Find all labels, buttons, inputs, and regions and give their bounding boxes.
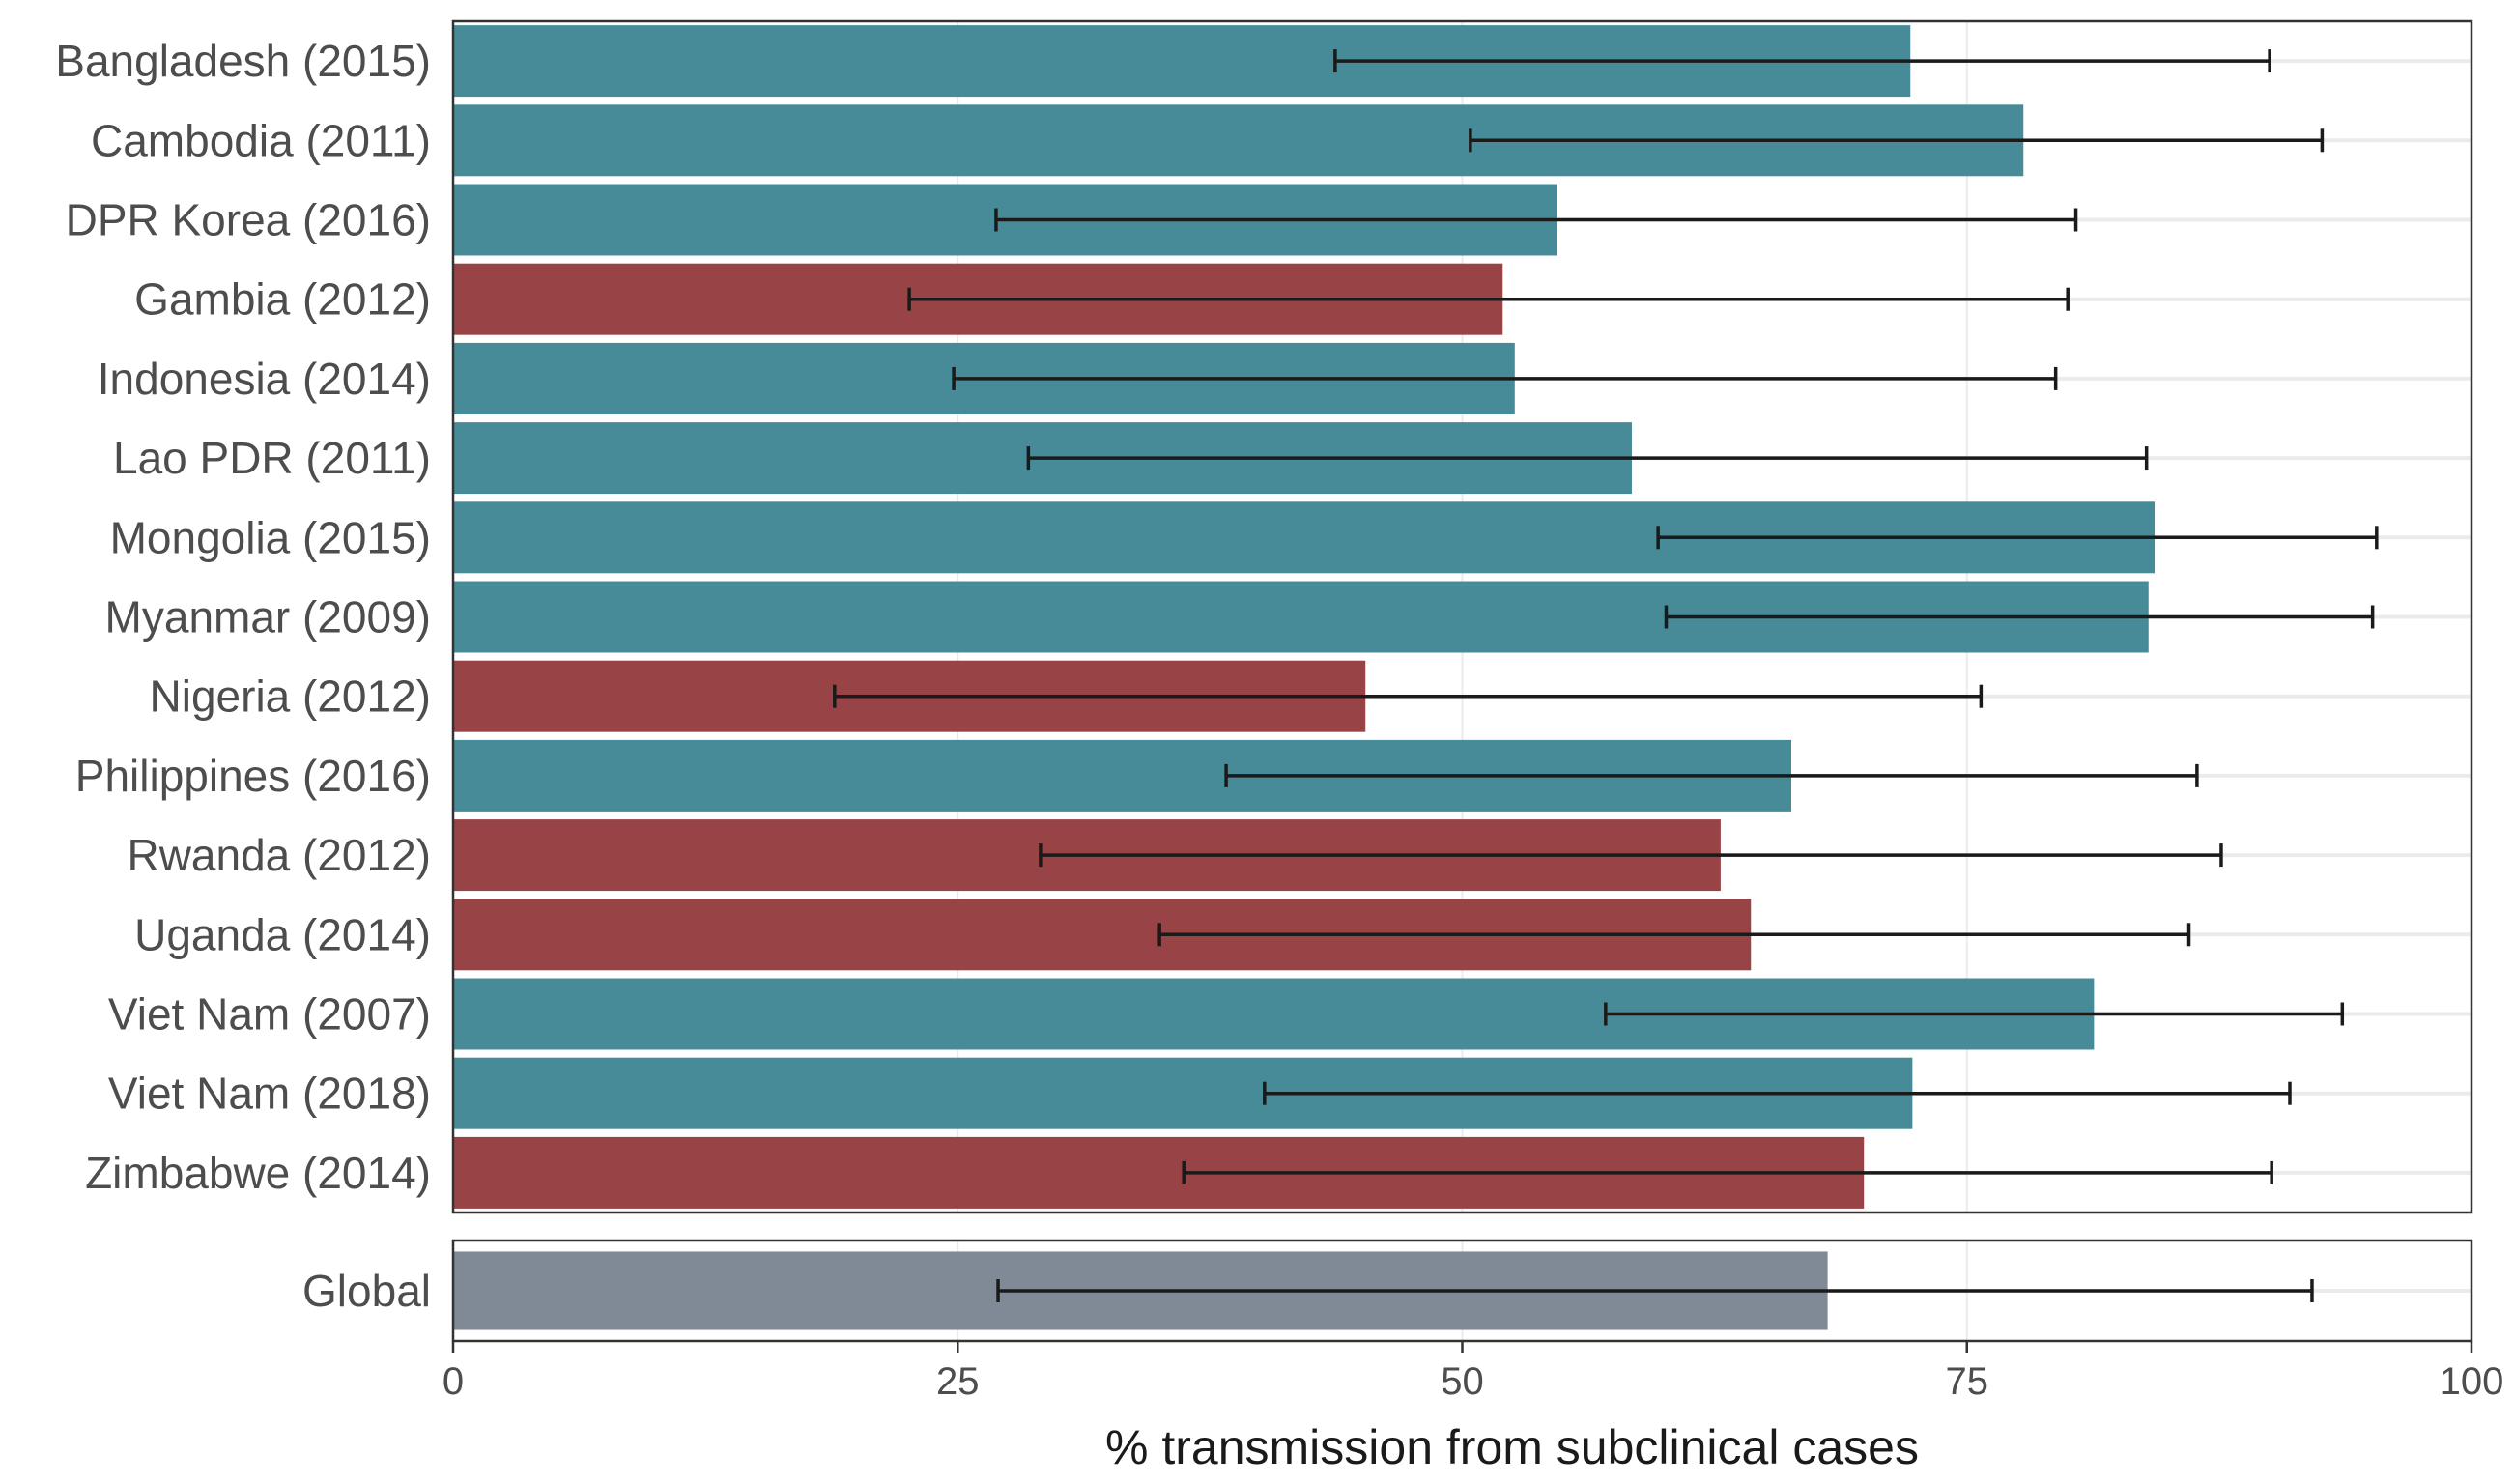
error-bar (1604, 1002, 2345, 1026)
y-tick-label: Viet Nam (2018) (108, 1069, 431, 1119)
error-bar (996, 1279, 2314, 1302)
error-bar (1664, 605, 2375, 629)
y-tick-label: Zimbabwe (2014) (85, 1148, 431, 1198)
y-tick-label: Viet Nam (2007) (108, 989, 431, 1040)
error-bar (907, 287, 2070, 311)
error-bar (994, 208, 2078, 232)
error-bar (1182, 1160, 2273, 1184)
x-tick-label: 100 (2440, 1360, 2504, 1403)
error-bar (1039, 843, 2223, 868)
x-tick-label: 75 (1946, 1360, 1989, 1403)
error-bar (1263, 1081, 2292, 1105)
y-tick-label: Nigeria (2012) (150, 671, 431, 722)
error-bar (1333, 49, 2271, 73)
panel-border (451, 19, 2473, 1214)
main-panel: Bangladesh (2015) Cambodia (2011) DPR Kore… (55, 19, 2473, 1214)
y-tick-label: Myanmar (2009) (105, 592, 431, 642)
x-axis: 0 25 50 75 100 (443, 1341, 2504, 1403)
y-tick-label: Indonesia (2014) (98, 354, 431, 404)
y-tick-label: Rwanda (2012) (127, 830, 431, 880)
error-bar (1224, 763, 2199, 787)
error-bar (1656, 526, 2379, 550)
x-tick-label: 0 (443, 1360, 464, 1403)
error-bar (952, 366, 2058, 390)
x-tick-label: 25 (936, 1360, 980, 1403)
global-panel: Global (302, 1239, 2473, 1343)
error-bar (1157, 923, 2191, 947)
x-axis-title: % transmission from subclinical cases (1105, 1420, 1919, 1474)
y-tick-label: Lao PDR (2011) (113, 433, 431, 483)
y-tick-label: Philippines (2016) (75, 751, 431, 801)
x-tick-label: 50 (1441, 1360, 1484, 1403)
y-tick-label: Mongolia (2015) (110, 512, 431, 562)
error-bar (1026, 446, 2149, 471)
y-tick-label: Uganda (2014) (134, 909, 431, 959)
y-tick-label: DPR Korea (2016) (66, 195, 431, 245)
error-bar (833, 684, 1984, 708)
y-tick-label: Bangladesh (2015) (55, 36, 431, 86)
error-bar (1469, 128, 2325, 153)
y-tick-label: Cambodia (2011) (91, 115, 431, 165)
y-tick-label: Gambia (2012) (134, 274, 431, 325)
y-tick-label: Global (302, 1266, 431, 1316)
